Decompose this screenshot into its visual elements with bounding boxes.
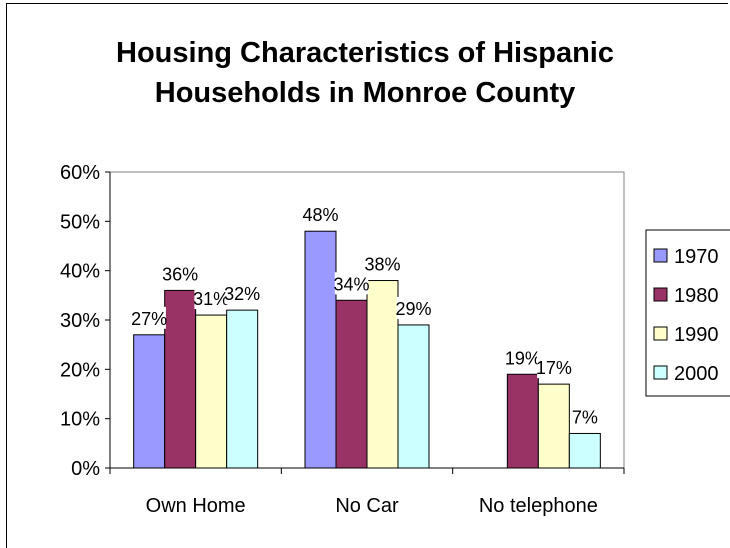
legend-swatch	[653, 248, 668, 263]
y-tick-label: 10%	[60, 409, 100, 431]
x-tick-label: No telephone	[479, 495, 598, 517]
data-label: 36%	[162, 264, 198, 284]
data-label: 34%	[333, 274, 369, 294]
bar	[164, 289, 197, 469]
bar	[195, 314, 228, 469]
data-label-bg	[573, 405, 597, 428]
y-tick-label: 50%	[60, 211, 100, 233]
chart-title-line-1: Housing Characteristics of Hispanic	[116, 37, 614, 69]
x-tick-label: No Car	[335, 495, 399, 517]
legend-item-label: 1980	[674, 285, 719, 307]
bar	[366, 280, 399, 469]
y-tick-label: 0%	[71, 458, 100, 480]
data-label-bg	[303, 203, 338, 226]
chart-title: Housing Characteristics of Hispanic Hous…	[0, 33, 730, 113]
data-label: 7%	[572, 407, 598, 427]
bar	[304, 230, 337, 469]
bar	[568, 432, 601, 469]
data-label: 29%	[395, 299, 431, 319]
data-label: 19%	[505, 348, 541, 368]
data-label: 17%	[536, 358, 572, 378]
chart-title-line-2: Households in Monroe County	[154, 77, 576, 109]
bar	[335, 299, 368, 469]
bar	[537, 383, 570, 469]
legend-item-label: 1990	[674, 324, 719, 346]
data-label: 32%	[224, 284, 260, 304]
legend-swatch	[653, 287, 668, 302]
legend-item-label: 1970	[674, 246, 719, 268]
legend-item-label: 2000	[674, 363, 719, 385]
bar	[397, 324, 430, 469]
bar	[506, 373, 539, 469]
bar	[133, 334, 166, 469]
data-label-bg	[506, 346, 540, 369]
legend-swatch	[653, 365, 668, 380]
data-label-bg	[194, 287, 228, 310]
data-label-bg	[225, 282, 259, 305]
data-label-bg	[365, 252, 400, 275]
data-label: 48%	[302, 205, 338, 225]
legend-swatch	[653, 326, 668, 341]
data-label-bg	[163, 262, 197, 285]
data-label: 38%	[364, 255, 400, 275]
data-label-bg	[396, 296, 431, 319]
y-tick-label: 40%	[60, 261, 100, 283]
y-tick-label: 20%	[60, 359, 100, 381]
bar	[226, 309, 259, 469]
data-label: 31%	[193, 289, 229, 309]
data-label: 27%	[131, 309, 167, 329]
y-tick-label: 60%	[60, 162, 100, 184]
data-label-bg	[334, 272, 369, 295]
x-tick-label: Own Home	[146, 495, 246, 517]
data-label-bg	[537, 356, 571, 379]
data-label-bg	[132, 306, 166, 329]
y-tick-label: 30%	[60, 310, 100, 332]
